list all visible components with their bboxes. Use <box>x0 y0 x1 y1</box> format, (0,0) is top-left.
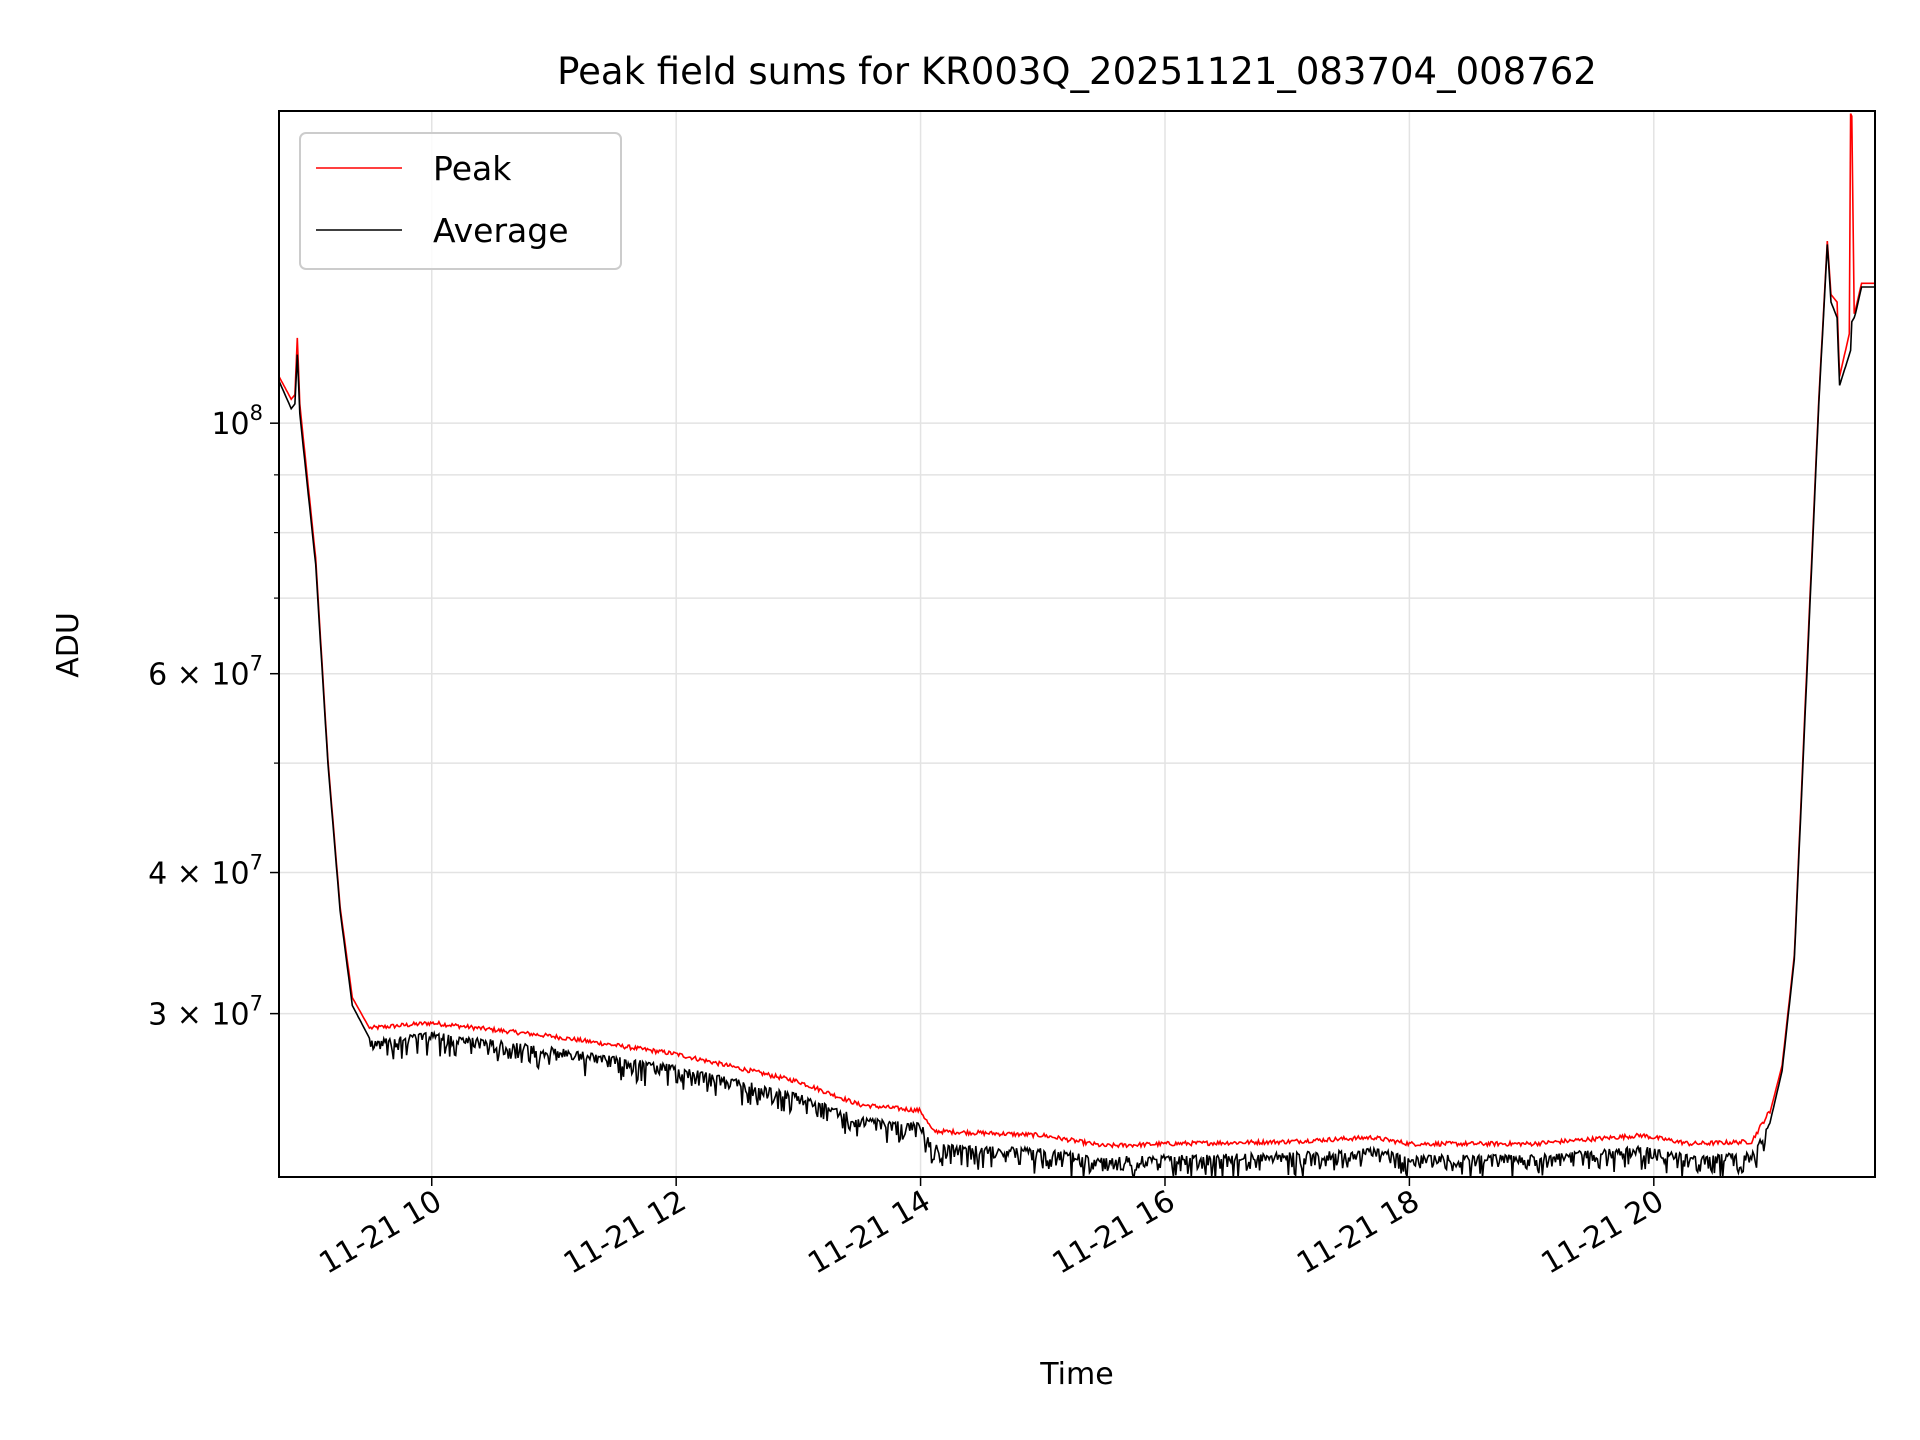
y-axis-label: ADU <box>51 612 86 678</box>
series-line-average <box>279 244 1875 1177</box>
x-tick-label: 11-21 12 <box>558 1184 692 1282</box>
legend-label-peak: Peak <box>433 149 512 188</box>
plot-frame <box>278 110 1876 1178</box>
y-tick-label: 6 × 107 <box>148 652 263 693</box>
grid <box>279 111 1875 1177</box>
y-tick-label: 108 <box>211 401 263 442</box>
legend-label-average: Average <box>433 211 569 250</box>
y-axis: 108 6 × 107 4 × 107 3 × 107 <box>148 401 279 1033</box>
x-axis-label: Time <box>1039 1357 1113 1392</box>
x-axis: 11-21 10 11-21 12 11-21 14 11-21 16 11-21 18… <box>313 1177 1670 1282</box>
x-tick-label: 11-21 10 <box>313 1184 447 1282</box>
y-tick-label: 3 × 107 <box>148 992 263 1033</box>
series-line-peak <box>279 113 1875 1150</box>
y-tick-label: 4 × 107 <box>148 851 263 892</box>
legend: Peak Average <box>299 132 622 270</box>
chart-title: Peak field sums for KR003Q_20251121_0837… <box>557 50 1597 93</box>
legend-box <box>299 132 622 270</box>
x-tick-label: 11-21 16 <box>1047 1184 1181 1282</box>
x-tick-label: 11-21 14 <box>802 1184 936 1282</box>
x-tick-label: 11-21 20 <box>1535 1184 1669 1282</box>
x-tick-label: 11-21 18 <box>1291 1184 1425 1282</box>
series-layer <box>279 113 1875 1177</box>
